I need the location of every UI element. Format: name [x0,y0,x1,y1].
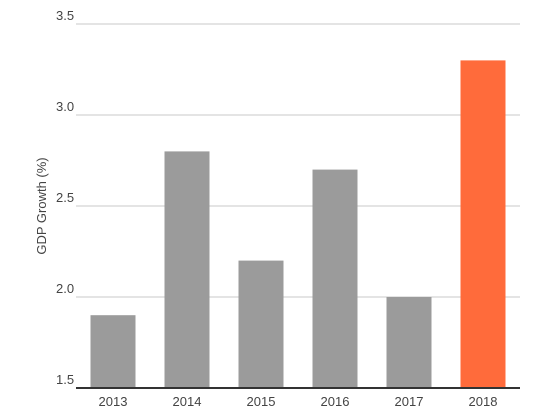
y-tick-label: 2.0 [56,281,74,296]
gridlines [76,23,520,298]
bars [90,60,506,389]
bar-2013 [90,315,136,388]
y-tick-label: 2.5 [56,190,74,205]
bar-2018 [460,60,506,389]
x-tick-label: 2015 [247,394,276,409]
x-tick-label: 2017 [395,394,424,409]
bar-2016 [312,169,358,388]
y-tick-label: 3.0 [56,99,74,114]
x-tick-label: 2016 [321,394,350,409]
x-tick-label: 2013 [99,394,128,409]
x-tick-label: 2018 [469,394,498,409]
y-axis-ticks: 1.5 2.0 2.5 3.0 3.5 [56,8,74,387]
y-tick-label: 1.5 [56,372,74,387]
y-tick-label: 3.5 [56,8,74,23]
bar-2014 [164,151,210,388]
y-axis-title: GDP Growth (%) [34,157,49,254]
bar-2017 [386,297,432,388]
x-tick-label: 2014 [173,394,202,409]
x-axis-ticks: 2013 2014 2015 2016 2017 2018 [99,394,498,409]
bar-2015 [238,260,284,388]
